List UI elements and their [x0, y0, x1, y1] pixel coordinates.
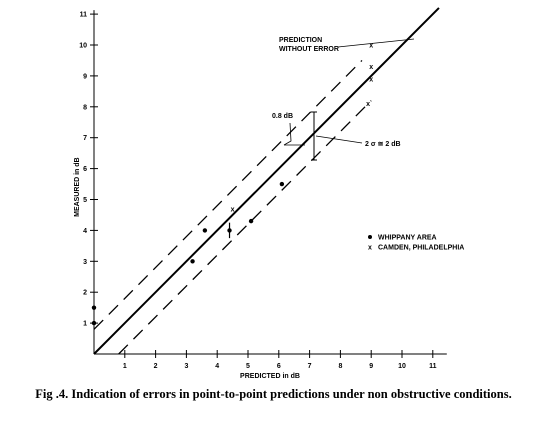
camden-point: x: [366, 101, 370, 108]
sigma-label: 2 σ ≅ 2 dB: [365, 141, 401, 148]
y-tick-label: 2: [83, 290, 87, 297]
error-band-line: [118, 100, 372, 355]
prediction-annotation-line1: PREDICTION: [279, 37, 322, 44]
whippany-point: [91, 320, 97, 326]
camden-point: x: [369, 43, 373, 50]
y-tick-label: 11: [80, 12, 88, 19]
y-tick-label: 3: [83, 259, 87, 266]
figure-caption: Fig .4. Indication of errors in point-to…: [35, 387, 512, 401]
y-tick-label: 5: [83, 197, 87, 204]
x-axis-title: PREDICTED in dB: [240, 373, 300, 380]
camden-point: x: [231, 206, 235, 213]
annotations: PREDICTION WITHOUT ERROR 0.8 dB 2 σ ≅ 2 dB: [272, 37, 415, 161]
camden-point: x: [369, 76, 373, 83]
x-tick-label: 9: [369, 363, 373, 370]
x-tick-label: 5: [246, 363, 250, 370]
y-tick-label: 9: [83, 73, 87, 80]
x-tick-label: 10: [398, 363, 406, 370]
y-tick-label: 10: [79, 43, 87, 50]
legend-label: CAMDEN, PHILADELPHIA: [378, 245, 464, 252]
y-tick-label: 6: [83, 166, 87, 173]
y-tick-label: 4: [83, 228, 87, 235]
x-tick-label: 4: [215, 363, 219, 370]
error-band-line: [93, 59, 363, 330]
reference-lines: [93, 7, 440, 355]
x-tick-label: 3: [184, 363, 188, 370]
x-tick-label: 2: [154, 363, 158, 370]
x-tick-label: 7: [308, 363, 312, 370]
prediction-line: [93, 7, 440, 355]
legend-camden-marker: x: [368, 245, 372, 252]
sigma-leader-line: [315, 135, 363, 144]
prediction-leader-line: [337, 38, 415, 48]
whippany-point: [202, 228, 208, 233]
y-tick-label: 8: [83, 104, 87, 111]
y-tick-label: 7: [83, 135, 87, 142]
whippany-point: [248, 218, 254, 224]
legend-label: WHIPPANY AREA: [378, 235, 437, 242]
legend-whippany-marker: [368, 235, 372, 239]
x-tick-label: 11: [429, 363, 437, 370]
camden-point: x: [369, 64, 373, 71]
band-width-bracket: [283, 122, 292, 146]
prediction-annotation-line2: WITHOUT ERROR: [279, 46, 339, 53]
whippany-point: [190, 259, 195, 264]
x-tick-label: 1: [123, 363, 127, 370]
x-tick-label: 8: [338, 363, 342, 370]
x-tick-label: 6: [277, 363, 281, 370]
legend: WHIPPANY AREA x CAMDEN, PHILADELPHIA: [368, 235, 464, 252]
y-axis-title: MEASURED in dB: [74, 157, 81, 217]
whippany-point: [279, 181, 285, 187]
whippany-point: [91, 305, 97, 310]
y-tick-label: 1: [83, 321, 87, 328]
band-width-label: 0.8 dB: [272, 113, 293, 120]
